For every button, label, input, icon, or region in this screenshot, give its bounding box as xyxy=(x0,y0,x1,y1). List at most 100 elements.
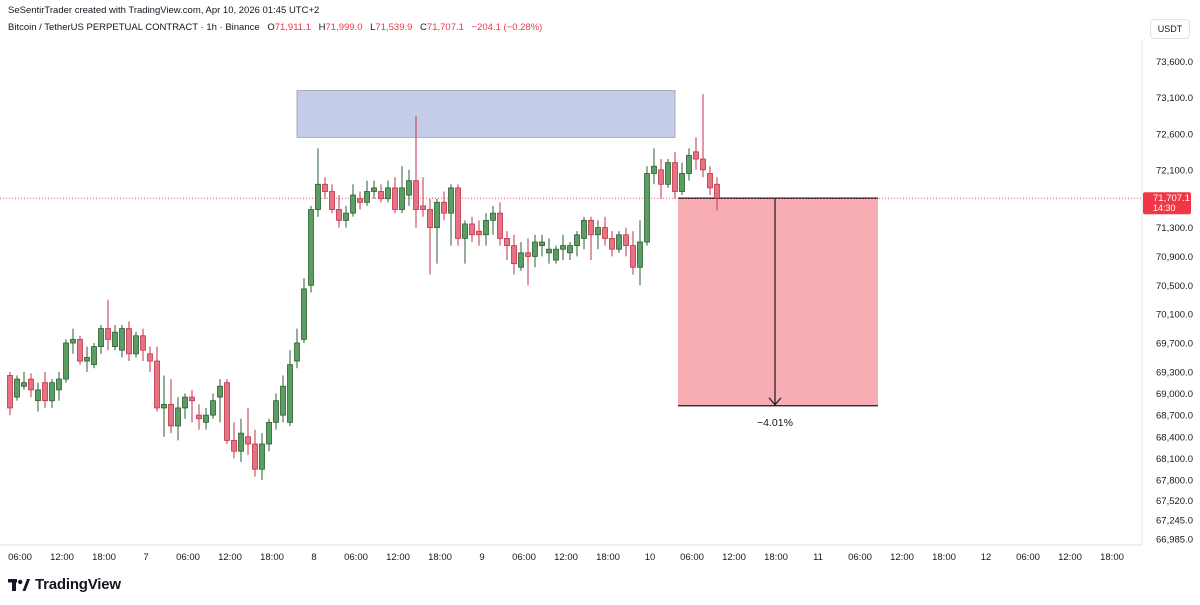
candle[interactable] xyxy=(350,184,356,217)
symbol-name[interactable]: Bitcoin / TetherUS PERPETUAL CONTRACT · … xyxy=(8,22,260,33)
candle[interactable] xyxy=(63,339,69,383)
candle[interactable] xyxy=(574,231,580,257)
candle[interactable] xyxy=(217,379,223,423)
candle[interactable] xyxy=(168,379,174,434)
candle[interactable] xyxy=(28,373,34,398)
candle[interactable] xyxy=(686,148,692,181)
candle[interactable] xyxy=(616,231,622,253)
candle[interactable] xyxy=(490,205,496,235)
candle[interactable] xyxy=(266,418,272,452)
candle[interactable] xyxy=(469,216,475,242)
candle[interactable] xyxy=(56,371,62,401)
candle[interactable] xyxy=(259,433,265,481)
candle[interactable] xyxy=(644,166,650,246)
candle[interactable] xyxy=(308,205,314,293)
candle[interactable] xyxy=(476,220,482,246)
candle[interactable] xyxy=(658,159,664,199)
candle[interactable] xyxy=(609,231,615,257)
currency-button[interactable]: USDT xyxy=(1150,19,1190,39)
candle[interactable] xyxy=(35,382,41,412)
candle[interactable] xyxy=(637,220,643,286)
candle[interactable] xyxy=(448,184,454,246)
candle[interactable] xyxy=(665,159,671,188)
candle[interactable] xyxy=(406,169,412,206)
candle[interactable] xyxy=(329,184,335,214)
candle[interactable] xyxy=(196,404,202,430)
candle[interactable] xyxy=(301,278,307,343)
candle[interactable] xyxy=(70,328,76,354)
candle[interactable] xyxy=(336,195,342,228)
candle[interactable] xyxy=(280,375,286,423)
candle[interactable] xyxy=(462,220,468,264)
candle[interactable] xyxy=(161,375,167,437)
candle[interactable] xyxy=(154,346,160,412)
candle[interactable] xyxy=(546,238,552,264)
candle[interactable] xyxy=(497,202,503,246)
candle[interactable] xyxy=(343,205,349,228)
candle[interactable] xyxy=(210,393,216,419)
candle[interactable] xyxy=(679,162,685,196)
candle[interactable] xyxy=(182,393,188,419)
candle[interactable] xyxy=(595,220,601,250)
candle[interactable] xyxy=(98,324,104,354)
candle[interactable] xyxy=(399,166,405,214)
candle[interactable] xyxy=(357,191,363,210)
candle[interactable] xyxy=(588,216,594,261)
candle[interactable] xyxy=(385,180,391,203)
candle[interactable] xyxy=(287,350,293,426)
candle[interactable] xyxy=(672,151,678,199)
candle[interactable] xyxy=(483,213,489,246)
candle[interactable] xyxy=(455,184,461,246)
candle[interactable] xyxy=(245,407,251,455)
candle[interactable] xyxy=(140,328,146,362)
candle[interactable] xyxy=(21,371,27,390)
candle[interactable] xyxy=(707,166,713,196)
candle[interactable] xyxy=(126,321,132,362)
candle[interactable] xyxy=(525,238,531,286)
candle[interactable] xyxy=(112,324,118,351)
candle[interactable] xyxy=(413,115,419,228)
candle[interactable] xyxy=(567,242,573,261)
candle[interactable] xyxy=(14,375,20,401)
candle[interactable] xyxy=(77,335,83,365)
candle[interactable] xyxy=(273,393,279,430)
tradingview-logo[interactable]: TradingView xyxy=(8,576,121,593)
candle[interactable] xyxy=(623,227,629,257)
candle[interactable] xyxy=(602,216,608,246)
candle[interactable] xyxy=(532,234,538,268)
candle[interactable] xyxy=(322,177,328,199)
candle[interactable] xyxy=(119,324,125,358)
candle[interactable] xyxy=(581,216,587,250)
candle[interactable] xyxy=(378,184,384,203)
candle[interactable] xyxy=(315,148,321,217)
candle[interactable] xyxy=(189,389,195,423)
candle[interactable] xyxy=(553,245,559,264)
candle[interactable] xyxy=(238,418,244,463)
candle[interactable] xyxy=(147,346,153,372)
candle[interactable] xyxy=(49,379,55,408)
candle[interactable] xyxy=(630,231,636,275)
candle[interactable] xyxy=(539,234,545,257)
candle[interactable] xyxy=(420,177,426,217)
candle[interactable] xyxy=(224,379,230,444)
candle[interactable] xyxy=(231,422,237,459)
candle[interactable] xyxy=(7,371,13,416)
candle[interactable] xyxy=(651,148,657,185)
candle[interactable] xyxy=(714,177,720,211)
candle[interactable] xyxy=(294,328,300,369)
candle[interactable] xyxy=(427,198,433,275)
candle[interactable] xyxy=(371,180,377,199)
candle[interactable] xyxy=(700,94,706,178)
candle[interactable] xyxy=(511,234,517,275)
candle[interactable] xyxy=(105,299,111,351)
candle[interactable] xyxy=(693,137,699,170)
projection-range-box[interactable] xyxy=(678,198,878,406)
candle[interactable] xyxy=(91,343,97,369)
candle[interactable] xyxy=(203,407,209,430)
candle[interactable] xyxy=(434,198,440,264)
candle[interactable] xyxy=(392,177,398,214)
candle[interactable] xyxy=(42,371,48,408)
candle[interactable] xyxy=(441,191,447,221)
candle[interactable] xyxy=(504,231,510,261)
